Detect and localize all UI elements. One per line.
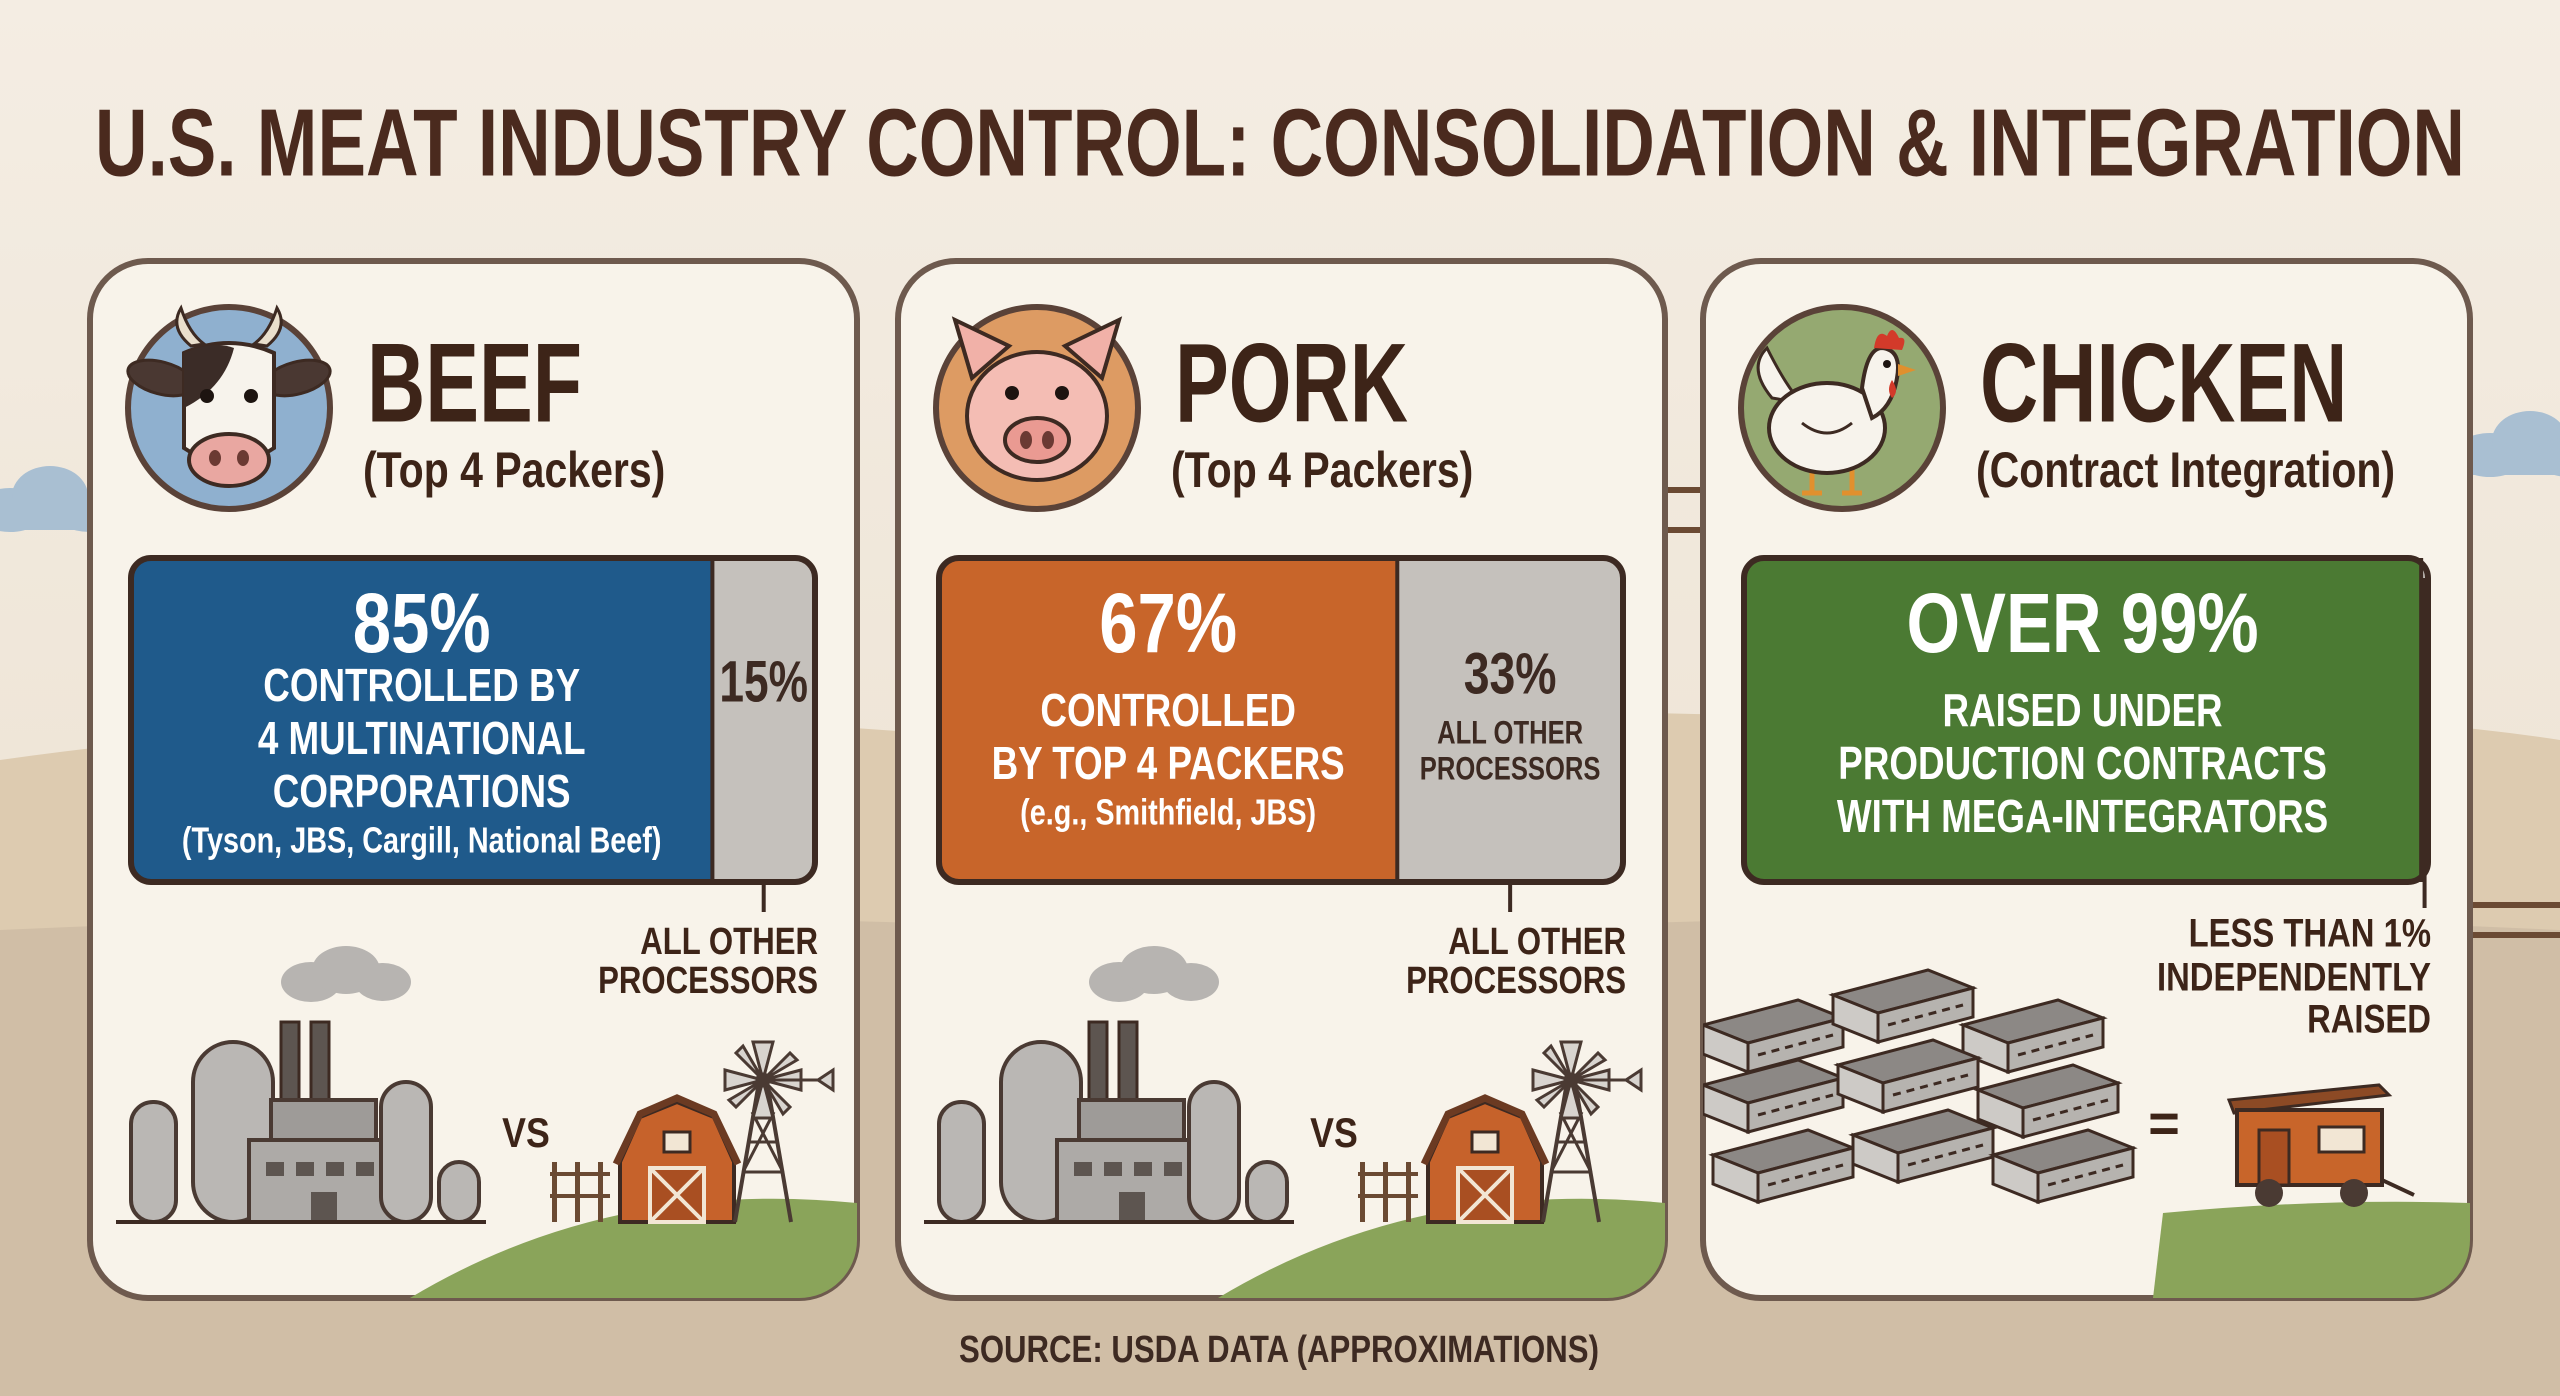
icon (936, 307, 1138, 509)
heading: CHICKEN (1980, 321, 2347, 446)
source: SOURCE: USDA DATA (APPROXIMATIONS) (959, 1329, 1599, 1371)
other-label: ALL OTHER (640, 921, 818, 963)
description: WITH MEGA-INTEGRATORS (1837, 790, 2328, 842)
bar-outline (128, 555, 818, 885)
illustration (1703, 968, 2470, 1298)
icon (1741, 307, 1943, 509)
other-label: PROCESSORS (1406, 960, 1626, 1002)
bar-segment (1397, 558, 1623, 882)
description: CORPORATIONS (273, 765, 571, 817)
coop-window (2317, 1125, 2366, 1154)
coop-wheel (2255, 1179, 2283, 1207)
panels: U.S. MEAT INDUSTRY CONTROL: CONSOLIDATIO… (87, 89, 2473, 1371)
illustration (922, 944, 1665, 1298)
bar-segment (131, 558, 713, 882)
heading: BEEF (367, 321, 582, 446)
description: BY TOP 4 PACKERS (992, 737, 1345, 789)
coop-roof (2226, 1083, 2393, 1115)
value-label: 85% (353, 576, 491, 670)
grass-hill (410, 1198, 857, 1298)
description: CONTROLLED BY (263, 659, 580, 711)
other-label: INDEPENDENTLY (2157, 956, 2431, 1000)
grass-hill (1218, 1198, 1665, 1298)
icon (124, 307, 334, 509)
value-label: 33% (1464, 641, 1557, 706)
bar-outline (1741, 555, 2431, 885)
title: U.S. MEAT INDUSTRY CONTROL: CONSOLIDATIO… (95, 89, 2465, 196)
other-label: RAISED (2307, 998, 2431, 1042)
comparison: VS (1310, 1109, 1358, 1156)
other-label: ALL OTHER (1448, 921, 1626, 963)
other-label: PROCESSORS (598, 960, 818, 1002)
coop-wheel (2340, 1179, 2368, 1207)
subheading: (Contract Integration) (1976, 442, 2395, 498)
value-label: OVER 99% (1906, 576, 2258, 670)
stacked-bar (939, 558, 1623, 882)
description: PRODUCTION CONTRACTS (1838, 737, 2327, 789)
grass-hill (2153, 1201, 2470, 1298)
mobile-coop (2226, 1083, 2415, 1207)
description: CONTROLLED (1040, 684, 1296, 736)
bar-outline (936, 555, 1626, 885)
coop-hitch (2381, 1178, 2415, 1197)
stacked-bar (131, 558, 815, 882)
description: RAISED UNDER (1943, 684, 2223, 736)
coop-door (2257, 1128, 2291, 1187)
comparison: = (2148, 1093, 2180, 1153)
value-label: 15% (719, 649, 808, 714)
inner-label: ALL OTHER (1437, 714, 1583, 750)
description: 4 MULTINATIONAL (258, 712, 586, 764)
illustration (114, 944, 857, 1298)
subheading: (Top 4 Packers) (1171, 442, 1473, 498)
bar-segment (939, 558, 1398, 882)
bar-segment (712, 558, 815, 882)
subheading: (Top 4 Packers) (363, 442, 665, 498)
heading: PORK (1175, 321, 1408, 446)
note: (e.g., Smithfield, JBS) (1020, 792, 1316, 833)
note: (Tyson, JBS, Cargill, National Beef) (182, 820, 662, 861)
value-label: 67% (1099, 576, 1237, 670)
comparison: VS (502, 1109, 550, 1156)
bar-segment (1744, 558, 2422, 882)
inner-label: PROCESSORS (1420, 750, 1601, 786)
value-label: LESS THAN 1% (2189, 912, 2431, 956)
